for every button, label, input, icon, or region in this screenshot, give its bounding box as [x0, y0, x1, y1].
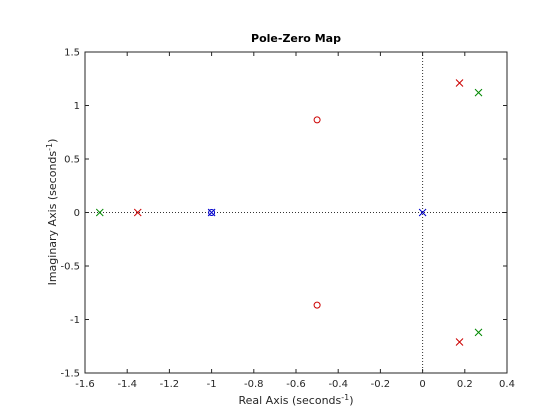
pole-marker: [95, 208, 104, 217]
pole-marker: [455, 338, 464, 346]
y-tick-label: -1.5: [60, 369, 80, 380]
y-axis-label-close: ): [46, 139, 59, 143]
x-tick-label: -0.6: [286, 379, 306, 390]
y-tick-label: 1: [74, 101, 80, 112]
tick-labels: -1.6 -1.4 -1.2 -1 -0.8 -0.6 -0.4 -0.2 0 0.2 0.4 -1.…: [60, 48, 514, 391]
x-axis-label-close: ): [349, 394, 353, 407]
pole-marker: [474, 88, 483, 97]
x-tick-label: 0: [419, 379, 425, 390]
y-tick-label: -1: [70, 315, 80, 326]
x-tick-label: -1: [207, 379, 217, 390]
x-tick-label: -1.2: [160, 379, 180, 390]
x-tick-label: -0.4: [328, 379, 348, 390]
pole-marker: [474, 328, 483, 337]
y-axis-label: Imaginary Axis (seconds-1): [45, 139, 59, 286]
y-tick-label: 0.5: [64, 155, 80, 166]
x-tick-label: -1.4: [117, 379, 137, 390]
pole-marker: [455, 79, 464, 87]
pole-marker: [133, 208, 142, 217]
zero-marker: [313, 116, 321, 124]
x-axis-label-text: Real Axis (seconds: [238, 394, 341, 407]
x-axis-label-sup: -1: [341, 393, 349, 402]
zero-marker: [208, 209, 216, 216]
y-tick-label: 0: [74, 208, 80, 219]
axis-ticks: [84, 51, 508, 374]
reference-lines: [85, 52, 507, 373]
x-axis-label: Real Axis (seconds-1): [238, 393, 353, 407]
zero-marker: [313, 301, 321, 309]
x-tick-label: -0.8: [244, 379, 264, 390]
x-tick-label: 0.2: [457, 379, 473, 390]
y-tick-label: 1.5: [64, 48, 80, 59]
pole-marker: [418, 208, 427, 217]
y-tick-label: -0.5: [60, 262, 80, 273]
pole-marker: [207, 208, 216, 217]
y-axis-label-text: Imaginary Axis (seconds: [46, 151, 59, 286]
x-tick-label: -0.2: [371, 379, 391, 390]
y-axis-label-sup: -1: [45, 143, 54, 151]
x-tick-label: 0.4: [499, 379, 515, 390]
pole-zero-marks: [95, 79, 483, 346]
x-tick-label: -1.6: [75, 379, 95, 390]
chart-title: Pole-Zero Map: [251, 32, 341, 45]
